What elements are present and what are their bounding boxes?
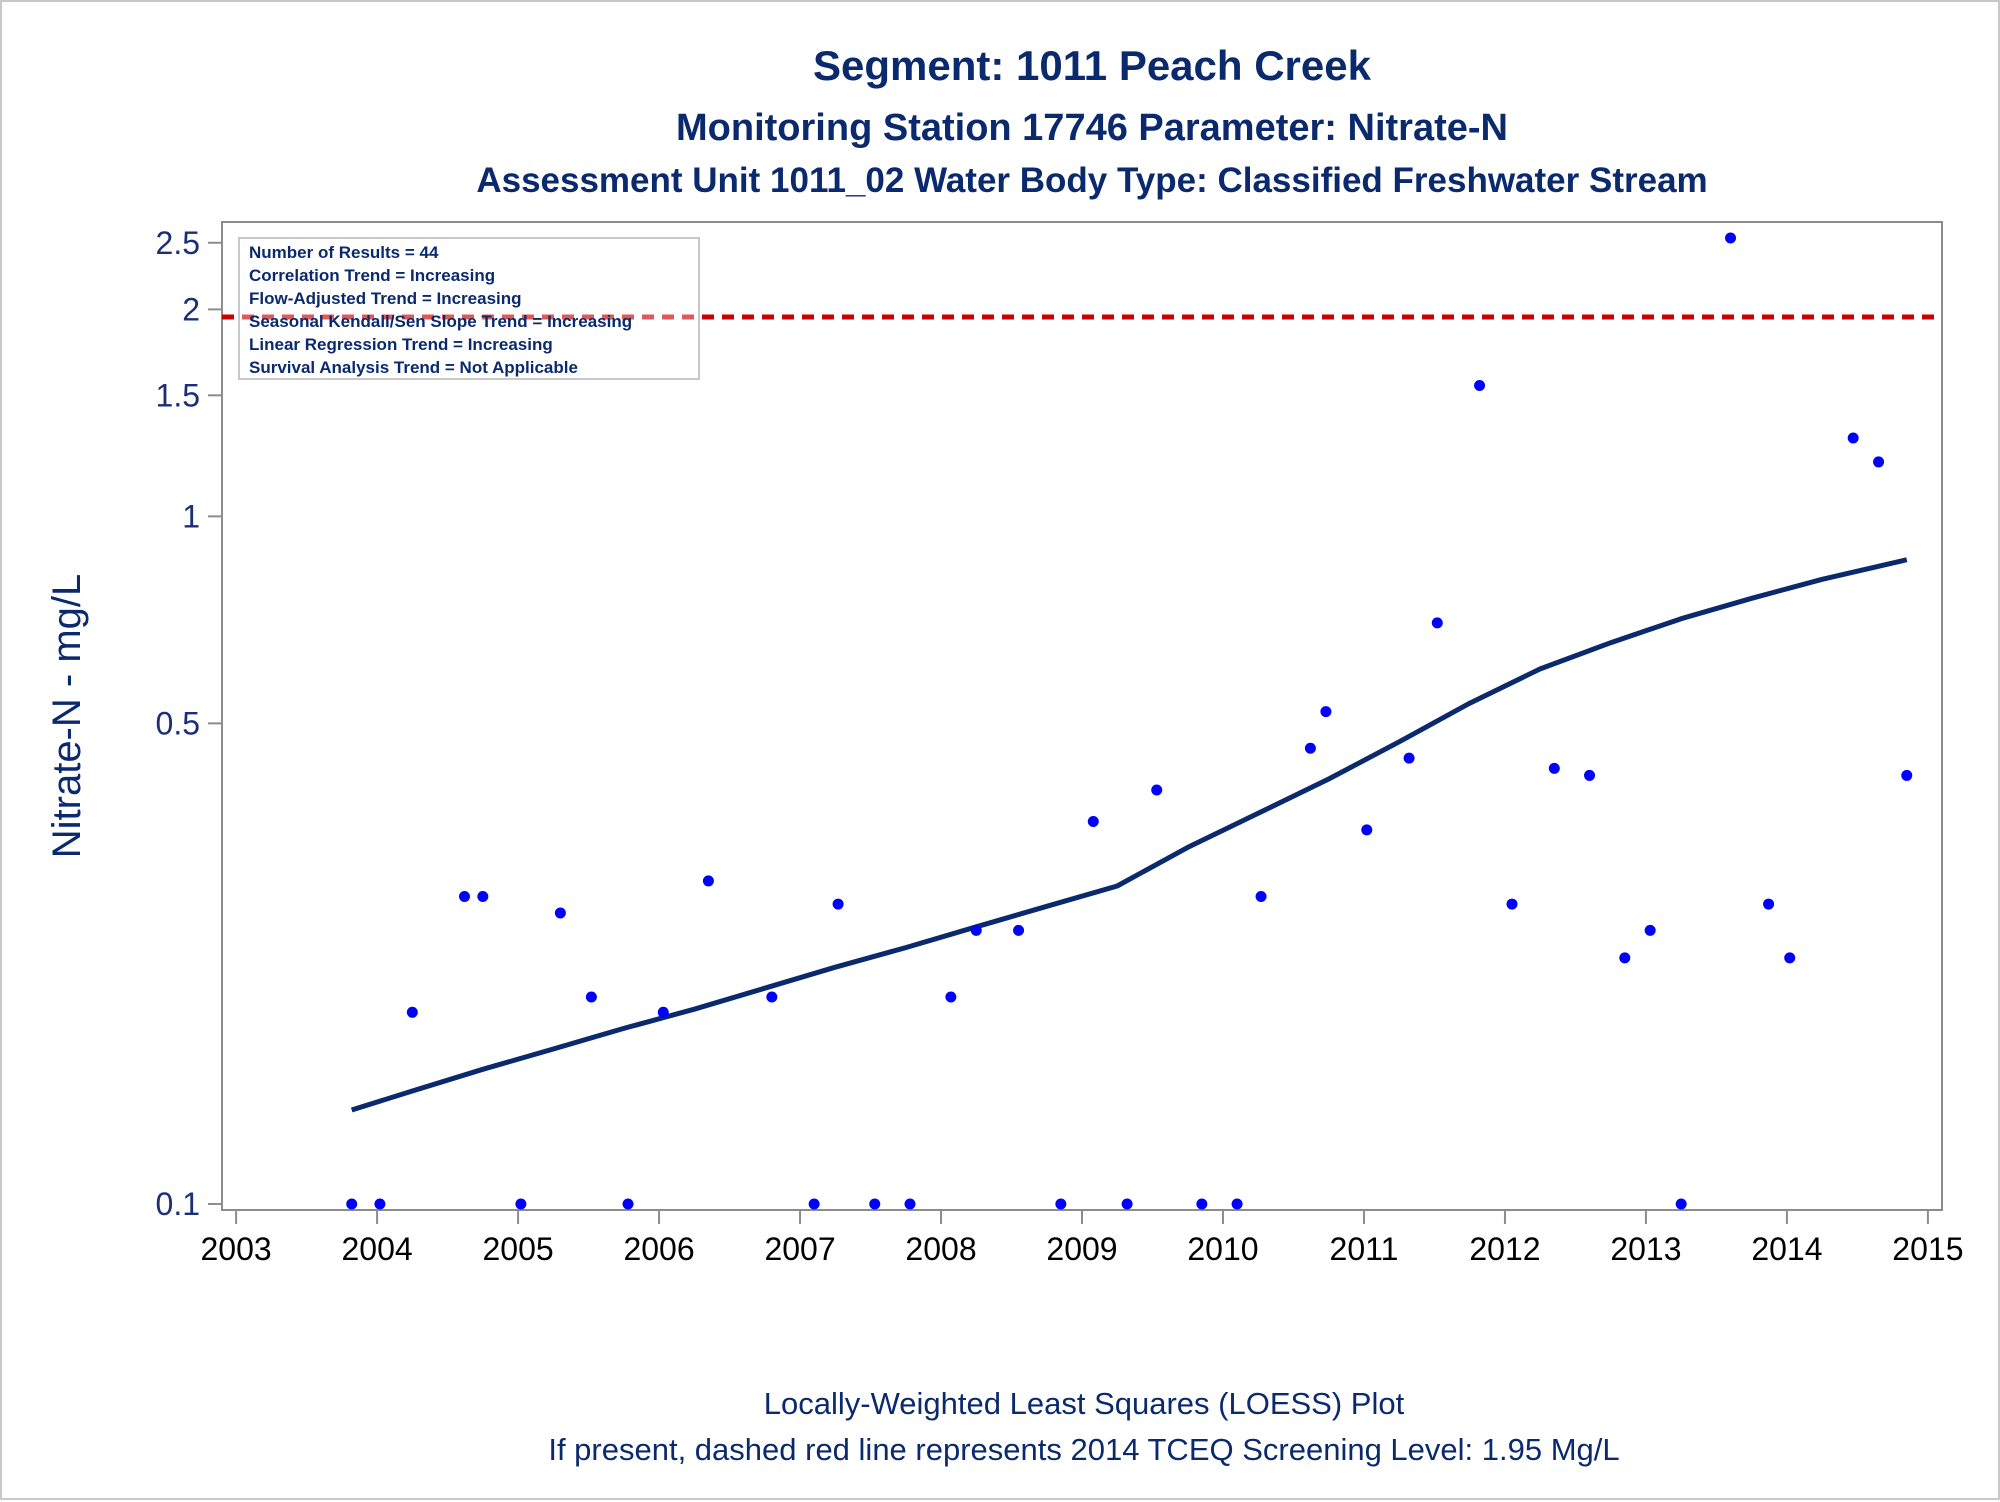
data-point xyxy=(1506,898,1518,910)
x-tick-label: 2006 xyxy=(623,1231,694,1267)
data-point xyxy=(346,1198,358,1210)
data-point xyxy=(1196,1198,1208,1210)
x-tick-label: 2005 xyxy=(482,1231,553,1267)
x-tick-label: 2004 xyxy=(341,1231,412,1267)
stat-seasonal-kendall-trend: Seasonal Kendall/Sen Slope Trend = Incre… xyxy=(249,312,632,331)
data-point xyxy=(1784,952,1796,964)
loess-curve xyxy=(350,557,1908,1113)
data-point xyxy=(945,991,957,1003)
data-point xyxy=(1055,1198,1067,1210)
data-point xyxy=(1901,769,1913,781)
data-point xyxy=(1675,1198,1687,1210)
data-point xyxy=(1304,742,1316,754)
data-point xyxy=(585,991,597,1003)
y-tick-label: 1.5 xyxy=(156,377,200,413)
x-tick-label: 2009 xyxy=(1046,1231,1117,1267)
data-point xyxy=(1847,432,1859,444)
data-point xyxy=(1121,1198,1133,1210)
chart-title: Segment: 1011 Peach Creek xyxy=(813,42,1372,89)
x-tick-label: 2007 xyxy=(764,1231,835,1267)
data-point xyxy=(1474,380,1486,392)
x-tick-label: 2015 xyxy=(1892,1231,1963,1267)
footnote-1: Locally-Weighted Least Squares (LOESS) P… xyxy=(764,1386,1405,1421)
data-points xyxy=(346,232,1913,1210)
footnote-2: If present, dashed red line represents 2… xyxy=(548,1432,1619,1467)
x-tick-label: 2008 xyxy=(905,1231,976,1267)
data-point xyxy=(1361,824,1373,836)
data-point xyxy=(766,991,778,1003)
y-axis: 0.1 0.5 1 1.5 2 2.5 xyxy=(156,225,222,1222)
data-point xyxy=(832,898,844,910)
data-point xyxy=(1255,891,1267,903)
data-point xyxy=(869,1198,881,1210)
y-tick-label: 0.5 xyxy=(156,705,200,741)
stat-survival-analysis-trend: Survival Analysis Trend = Not Applicable xyxy=(249,358,578,377)
data-point xyxy=(1231,1198,1243,1210)
stat-flow-adjusted-trend: Flow-Adjusted Trend = Increasing xyxy=(249,289,522,308)
data-point xyxy=(702,875,714,887)
data-point xyxy=(477,891,489,903)
stat-linear-regression-trend: Linear Regression Trend = Increasing xyxy=(249,335,553,354)
data-point xyxy=(904,1198,916,1210)
data-point xyxy=(1619,952,1631,964)
data-point xyxy=(1584,769,1596,781)
stats-box: Number of Results = 44 Correlation Trend… xyxy=(238,237,700,380)
x-tick-label: 2012 xyxy=(1469,1231,1540,1267)
data-point xyxy=(458,891,470,903)
data-point xyxy=(1763,898,1775,910)
data-point xyxy=(1644,924,1656,936)
x-tick-label: 2014 xyxy=(1751,1231,1822,1267)
x-tick-label: 2010 xyxy=(1187,1231,1258,1267)
data-point xyxy=(1725,232,1737,244)
stat-number-of-results: Number of Results = 44 xyxy=(249,243,439,262)
data-point xyxy=(1548,762,1560,774)
data-point xyxy=(1087,815,1099,827)
data-point xyxy=(808,1198,820,1210)
chart-subtitle-2: Assessment Unit 1011_02 Water Body Type:… xyxy=(476,161,1707,200)
data-point xyxy=(1013,924,1025,936)
data-point xyxy=(515,1198,527,1210)
data-point xyxy=(1403,752,1415,764)
stat-correlation-trend: Correlation Trend = Increasing xyxy=(249,266,495,285)
data-point xyxy=(657,1006,669,1018)
y-tick-label: 2 xyxy=(182,291,200,327)
x-tick-label: 2011 xyxy=(1330,1231,1399,1267)
data-point xyxy=(1873,456,1885,468)
chart-subtitle-1: Monitoring Station 17746 Parameter: Nitr… xyxy=(676,107,1508,149)
y-tick-label: 0.1 xyxy=(156,1186,200,1222)
data-point xyxy=(1151,784,1163,796)
data-point xyxy=(1320,706,1332,718)
data-point xyxy=(622,1198,634,1210)
x-axis: 2003 2004 2005 2006 2007 2008 2009 2010 2011 2012… xyxy=(201,1210,1963,1267)
data-point xyxy=(374,1198,386,1210)
data-point xyxy=(554,907,566,919)
x-tick-label: 2013 xyxy=(1610,1231,1681,1267)
data-point xyxy=(970,924,982,936)
x-tick-label: 2003 xyxy=(201,1231,272,1267)
y-axis-title: Nitrate-N - mg/L xyxy=(45,574,89,859)
data-point xyxy=(406,1006,418,1018)
data-point xyxy=(1431,617,1443,629)
y-tick-label: 1 xyxy=(182,498,200,534)
y-tick-label: 2.5 xyxy=(156,225,200,261)
